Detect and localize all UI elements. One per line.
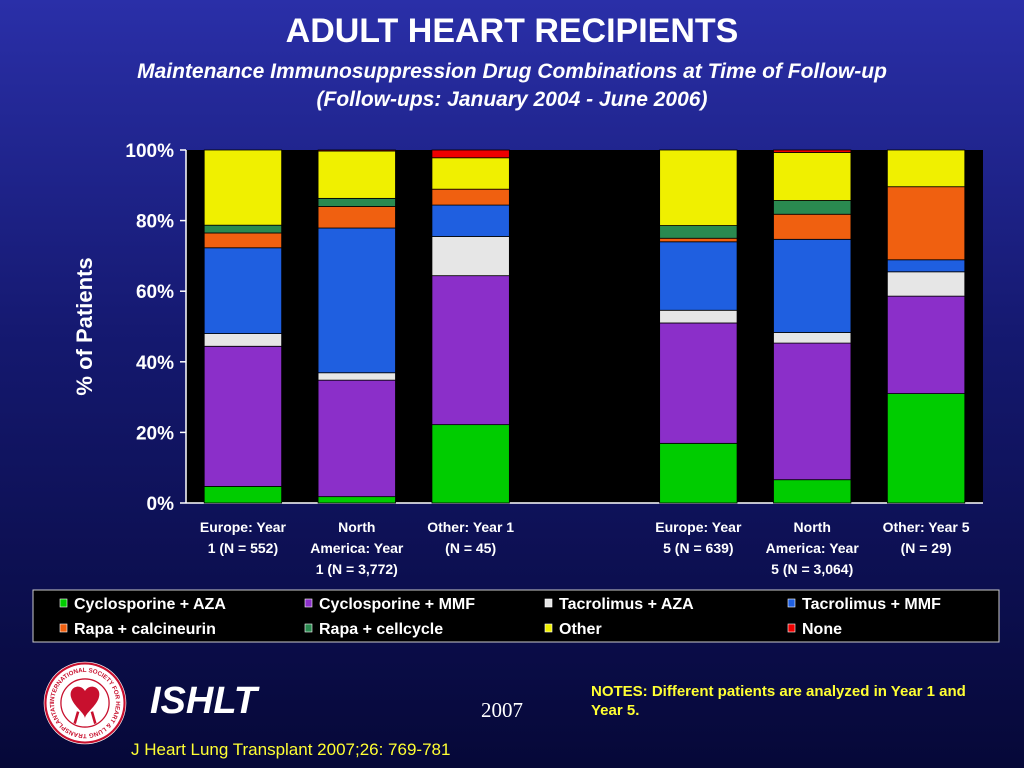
y-tick-label: 80% — [136, 212, 174, 233]
bar-segment-tacrolimus-mmf — [431, 204, 510, 237]
org-name: ISHLT — [150, 680, 257, 722]
bar-segment-tacrolimus-aza — [431, 236, 510, 277]
legend-swatch — [544, 623, 553, 633]
x-category-label: 1 (N = 552) — [208, 540, 278, 556]
y-tick-label: 60% — [136, 282, 174, 303]
notes-text: NOTES: Different patients are analyzed i… — [591, 683, 966, 719]
bar-segment-rapa-cellcycle — [317, 197, 396, 207]
bar-segment-rapa-calcineurin — [317, 206, 396, 229]
bar-segment-cyclosporine-mmf — [773, 342, 852, 481]
bar-segment-rapa-cellcycle — [659, 225, 738, 239]
publication-year: 2007 — [481, 698, 523, 722]
legend-swatch — [304, 598, 313, 608]
citation: J Heart Lung Transplant 2007;26: 769-781 — [131, 740, 451, 759]
legend-label: Cyclosporine + AZA — [74, 596, 226, 613]
plot-area — [186, 150, 983, 503]
x-category-label: 1 (N = 3,772) — [316, 561, 398, 577]
chart-subtitle: Maintenance Immunosuppression Drug Combi… — [137, 60, 887, 83]
bar-segment-other — [886, 149, 966, 188]
legend-swatch — [59, 623, 68, 633]
bar-segment-cyclosporine-aza — [659, 442, 738, 504]
bar-segment-cyclosporine-aza — [886, 393, 966, 504]
bar-segment-rapa-cellcycle — [773, 200, 852, 215]
legend-label: Rapa + calcineurin — [74, 621, 216, 638]
bar-segment-other — [659, 149, 738, 226]
bar-segment-tacrolimus-aza — [317, 372, 396, 381]
legend-label: None — [802, 621, 842, 638]
bar-segment-none — [317, 149, 396, 152]
bar-segment-none — [431, 149, 510, 159]
bar-segment-cyclosporine-aza — [203, 486, 283, 504]
x-category-label: Europe: Year — [200, 519, 287, 535]
bar-segment-cyclosporine-mmf — [659, 322, 738, 444]
legend-label: Tacrolimus + AZA — [559, 596, 694, 613]
bar-segment-cyclosporine-aza — [317, 496, 396, 504]
legend-swatch — [304, 623, 313, 633]
y-tick-label: 40% — [136, 353, 174, 374]
ishlt-logo: INTERNATIONAL SOCIETY FOR HEART & LUNG T… — [42, 660, 127, 745]
bar-segment-other — [317, 150, 396, 199]
legend-swatch — [787, 623, 796, 633]
bar-segment-cyclosporine-mmf — [886, 295, 966, 394]
bar-segment-tacrolimus-mmf — [203, 247, 283, 334]
bar-segment-tacrolimus-aza — [886, 271, 966, 297]
legend-swatch — [59, 598, 68, 608]
bar-segment-tacrolimus-aza — [659, 309, 738, 324]
bar-segment-other — [431, 157, 510, 190]
legend-box — [32, 589, 1000, 643]
bar-segment-none — [773, 149, 852, 153]
chart-date-range: (Follow-ups: January 2004 - June 2006) — [316, 88, 708, 111]
chart-title: ADULT HEART RECIPIENTS — [285, 12, 739, 50]
legend-swatch — [787, 598, 796, 608]
legend-label: Rapa + cellcycle — [319, 621, 443, 638]
bar-segment-rapa-calcineurin — [886, 186, 966, 261]
bar-segment-tacrolimus-mmf — [317, 227, 396, 374]
x-category-label: 5 (N = 639) — [663, 540, 733, 556]
x-category-label: North — [338, 519, 375, 535]
legend-label: Cyclosporine + MMF — [319, 596, 475, 613]
bar-segment-tacrolimus-mmf — [773, 238, 852, 333]
bar-segment-cyclosporine-aza — [773, 479, 852, 504]
bar-segment-rapa-calcineurin — [659, 237, 738, 243]
x-category-label: America: Year — [310, 540, 404, 556]
y-tick-label: 20% — [136, 423, 174, 444]
stacked-bar-chart: 0% 20% 40% 60% 80% 100% % of Patients Europe: Y… — [32, 141, 1000, 643]
bar-segment-rapa-calcineurin — [431, 188, 510, 206]
bar-segment-cyclosporine-mmf — [317, 379, 396, 498]
x-category-label: Europe: Year — [655, 519, 742, 535]
x-category-label: (N = 45) — [445, 540, 496, 556]
legend-label: Tacrolimus + MMF — [802, 596, 941, 613]
bar-segment-rapa-calcineurin — [773, 213, 852, 240]
x-category-label: 5 (N = 3,064) — [771, 561, 853, 577]
x-category-label: Other: Year 1 — [427, 519, 514, 535]
bar-segment-cyclosporine-aza — [431, 424, 510, 504]
x-category-label: North — [794, 519, 831, 535]
bar-segment-cyclosporine-mmf — [203, 345, 283, 487]
y-axis-label: % of Patients — [72, 257, 97, 395]
bar-segment-rapa-calcineurin — [203, 232, 283, 249]
y-tick-label: 0% — [147, 494, 175, 515]
bar-segment-cyclosporine-mmf — [431, 275, 510, 426]
bar-segment-tacrolimus-aza — [203, 333, 283, 347]
bar-segment-tacrolimus-aza — [773, 332, 852, 344]
bar-segment-tacrolimus-mmf — [886, 259, 966, 273]
legend-swatch — [544, 598, 553, 608]
bar-segment-rapa-cellcycle — [203, 224, 283, 234]
bar-segment-other — [773, 152, 852, 201]
y-tick-label: 100% — [125, 141, 174, 162]
legend-label: Other — [559, 621, 602, 638]
x-category-label: (N = 29) — [901, 540, 952, 556]
x-category-label: America: Year — [766, 540, 860, 556]
bar-segment-tacrolimus-mmf — [659, 241, 738, 311]
x-category-label: Other: Year 5 — [883, 519, 970, 535]
bar-segment-other — [203, 149, 283, 226]
